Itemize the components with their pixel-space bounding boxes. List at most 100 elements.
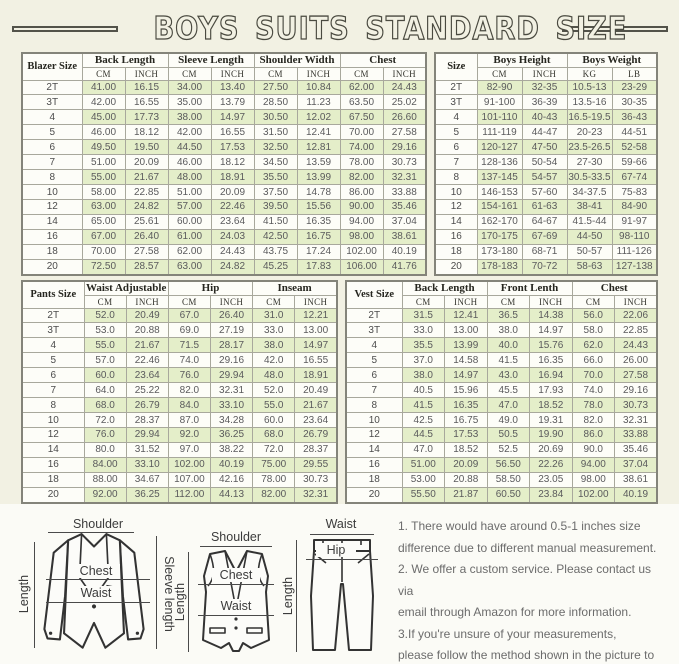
size-table: Size Boys Height Boys Weight CM INCH KG LB 2T 82…	[434, 52, 658, 276]
table-row: 3T 53.0 20.88 69.0 27.19 33.0 13.00	[21, 322, 338, 339]
table-row: 16 51.00 20.09 56.50 22.26 94.00 37.04	[345, 456, 658, 473]
value-cell: 14.97	[529, 322, 573, 339]
value-cell: 63.50	[339, 94, 384, 111]
value-cell: 40.0	[486, 337, 530, 354]
value-cell: 20.69	[529, 441, 573, 458]
table-row: 4 35.5 13.99 40.0 15.76 62.0 24.43	[345, 337, 658, 354]
table-row: 8 41.5 16.35 47.0 18.52 78.0 30.73	[345, 397, 658, 414]
table-row: 8 68.0 26.79 84.0 33.10 55.0 21.67	[21, 397, 338, 414]
jacket-chest-line	[46, 579, 150, 580]
value-cell: 32-35	[521, 79, 568, 96]
value-cell: 63.00	[167, 258, 212, 276]
value-cell: 42.50	[253, 228, 298, 245]
value-cell: 112.00	[167, 486, 211, 504]
value-cell: 20.09	[210, 184, 255, 200]
value-cell: 84.00	[83, 456, 127, 473]
jacket-length-label: Length	[17, 574, 31, 614]
size-cell: 16	[434, 228, 478, 245]
value-cell: 25.22	[125, 382, 169, 399]
table-row: 2T 82-90 32-35 10.5-13 23-29	[434, 79, 658, 96]
table-row: 5 111-119 44-47 20-23 44-51	[434, 124, 658, 141]
size-cell: 16	[21, 456, 85, 473]
value-cell: 30.73	[382, 154, 427, 171]
value-cell: 68.0	[252, 427, 296, 443]
value-cell: 42.16	[209, 471, 254, 488]
value-cell: 22.85	[124, 184, 169, 200]
measure-guide-section: Shoulder Length Ch	[0, 504, 679, 664]
value-cell: 64-67	[521, 213, 568, 230]
value-cell: 98.00	[339, 228, 384, 245]
value-cell: 10.5-13	[566, 79, 613, 96]
value-cell: 33.0	[401, 322, 445, 339]
size-cell: 14	[345, 441, 403, 458]
size-cell: 20	[345, 486, 403, 504]
unit-header: CM	[486, 294, 530, 309]
size-cell: 7	[345, 382, 403, 399]
value-cell: 34-37.5	[566, 184, 613, 200]
value-cell: 37.50	[253, 184, 298, 200]
value-cell: 111-119	[476, 124, 523, 141]
value-cell: 57.0	[83, 352, 127, 369]
value-cell: 38.22	[209, 441, 254, 458]
unit-header: INCH	[210, 66, 255, 81]
value-cell: 58.50	[486, 471, 530, 488]
value-cell: 49.0	[486, 412, 530, 428]
table-row: 18 53.00 20.88 58.50 23.05 98.00 38.61	[345, 471, 658, 488]
value-cell: 15.56	[296, 199, 341, 215]
table-row: 18 70.00 27.58 62.00 24.43 43.75 17.24 102.00 40…	[21, 243, 427, 260]
size-cell: 20	[434, 258, 478, 276]
value-cell: 12.81	[296, 139, 341, 156]
table-row: 18 88.00 34.67 107.00 42.16 78.00 30.73	[21, 471, 338, 488]
size-cell: 7	[21, 154, 83, 171]
value-cell: 38.61	[382, 228, 427, 245]
table-row: 6 49.50 19.50 44.50 17.53 32.50 12.81 74.00 29.1…	[21, 139, 427, 156]
size-cell: 8	[345, 397, 403, 414]
size-cell: 5	[434, 124, 478, 141]
value-cell: 44.50	[167, 139, 212, 156]
value-cell: 146-153	[476, 184, 523, 200]
table-row: 5 37.0 14.58 41.5 16.35 66.0 26.00	[345, 352, 658, 369]
value-cell: 94.00	[571, 456, 615, 473]
table-corner-header: Pants Size	[21, 280, 85, 309]
size-cell: 10	[21, 184, 83, 200]
value-cell: 21.67	[294, 397, 338, 414]
value-cell: 11.23	[296, 94, 341, 111]
value-cell: 23.84	[529, 486, 573, 504]
divider-bar-left	[11, 26, 118, 32]
unit-header: CM	[167, 294, 211, 309]
value-cell: 42.00	[167, 124, 212, 141]
value-cell: 42.5	[401, 412, 445, 428]
value-cell: 20-23	[566, 124, 613, 141]
value-cell: 32.31	[294, 486, 338, 504]
value-cell: 55.00	[81, 169, 126, 186]
size-table: Pants Size Waist Adjustable Hip Inseam CM INC…	[21, 280, 338, 504]
value-cell: 33.88	[614, 427, 658, 443]
size-cell: 6	[434, 139, 478, 156]
value-cell: 38-41	[566, 199, 613, 215]
value-cell: 26.40	[124, 228, 169, 245]
value-cell: 32.31	[209, 382, 254, 399]
value-cell: 26.40	[209, 307, 254, 324]
pants-waist-line	[310, 534, 374, 535]
value-cell: 84-90	[611, 199, 658, 215]
table-row: 4 55.0 21.67 71.5 28.17 38.0 14.97	[21, 337, 338, 354]
size-cell: 12	[345, 427, 403, 443]
page-title: BOYS SUITS STANDARD SIZE	[152, 10, 627, 47]
value-cell: 29.16	[614, 382, 658, 399]
value-cell: 98-110	[611, 228, 658, 245]
value-cell: 41.5	[401, 397, 445, 414]
value-cell: 127-138	[611, 258, 658, 276]
value-cell: 58-63	[566, 258, 613, 276]
size-cell: 18	[21, 471, 85, 488]
value-cell: 27.58	[382, 124, 427, 141]
value-cell: 137-145	[476, 169, 523, 186]
pants-diagram-icon	[310, 539, 374, 651]
value-cell: 20.88	[125, 322, 169, 339]
unit-header: INCH	[209, 294, 254, 309]
size-cell: 8	[21, 397, 85, 414]
value-cell: 66.0	[571, 352, 615, 369]
value-cell: 16.55	[294, 352, 338, 369]
unit-header: CM	[476, 66, 523, 81]
value-cell: 30.73	[614, 397, 658, 414]
value-cell: 13.00	[444, 322, 488, 339]
